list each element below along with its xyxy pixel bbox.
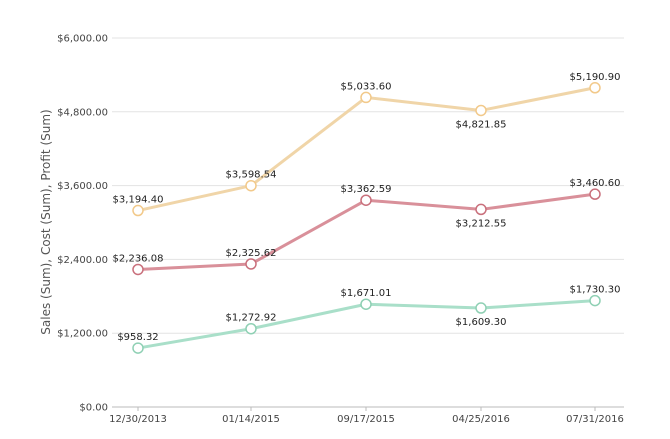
data-point[interactable] bbox=[475, 302, 487, 314]
data-label: $2,236.08 bbox=[113, 253, 164, 264]
x-tick-label: 12/30/2013 bbox=[109, 414, 167, 425]
x-tick-label: 09/17/2015 bbox=[337, 414, 395, 425]
data-label: $5,033.60 bbox=[341, 81, 392, 92]
data-point[interactable] bbox=[245, 258, 257, 270]
y-axis: $0.00 $1,200.00 $2,400.00 $3,600.00 $4,800.0… bbox=[57, 34, 108, 414]
data-label: $1,671.01 bbox=[341, 288, 392, 299]
data-label: $1,609.30 bbox=[456, 317, 507, 328]
data-labels: $3,194.40 $3,598.54 $5,033.60 $4,821.85 $5,1… bbox=[113, 72, 621, 343]
y-tick-label: $1,200.00 bbox=[57, 329, 108, 340]
data-label: $3,460.60 bbox=[570, 178, 621, 189]
data-point[interactable] bbox=[360, 298, 372, 310]
x-axis: 12/30/2013 01/14/2015 09/17/2015 04/25/2016… bbox=[109, 407, 624, 425]
data-point[interactable] bbox=[589, 82, 601, 94]
data-point[interactable] bbox=[245, 179, 257, 192]
data-label: $1,730.30 bbox=[570, 285, 621, 296]
data-point[interactable] bbox=[360, 194, 372, 206]
data-point[interactable] bbox=[132, 342, 144, 354]
data-point[interactable] bbox=[132, 204, 144, 217]
x-tick-label: 07/31/2016 bbox=[566, 414, 624, 425]
x-tick-label: 04/25/2016 bbox=[452, 414, 510, 425]
data-point[interactable] bbox=[589, 188, 601, 200]
y-tick-label: $6,000.00 bbox=[57, 34, 108, 45]
data-point[interactable] bbox=[589, 294, 601, 307]
x-tick-label: 01/14/2015 bbox=[222, 414, 280, 425]
data-label: $5,190.90 bbox=[570, 72, 621, 83]
data-label: $3,362.59 bbox=[341, 184, 392, 195]
data-point[interactable] bbox=[245, 322, 257, 335]
y-tick-label: $0.00 bbox=[79, 403, 108, 414]
y-tick-label: $2,400.00 bbox=[57, 255, 108, 266]
grid-lines bbox=[112, 37, 624, 408]
y-tick-label: $4,800.00 bbox=[57, 107, 108, 118]
data-point[interactable] bbox=[132, 263, 144, 276]
data-label: $958.32 bbox=[117, 332, 158, 343]
y-tick-label: $3,600.00 bbox=[57, 181, 108, 192]
data-point[interactable] bbox=[360, 91, 372, 104]
y-axis-title: Sales (Sum), Cost (Sum), Profit (Sum) bbox=[39, 109, 53, 334]
data-label: $3,598.54 bbox=[226, 170, 277, 181]
data-label: $3,194.40 bbox=[113, 195, 164, 206]
data-point[interactable] bbox=[475, 203, 487, 216]
data-label: $3,212.55 bbox=[456, 218, 507, 229]
series-group bbox=[132, 82, 601, 354]
data-point[interactable] bbox=[475, 104, 487, 117]
data-label: $4,821.85 bbox=[456, 119, 507, 130]
data-label: $2,325.62 bbox=[226, 248, 277, 259]
data-label: $1,272.92 bbox=[226, 313, 277, 324]
